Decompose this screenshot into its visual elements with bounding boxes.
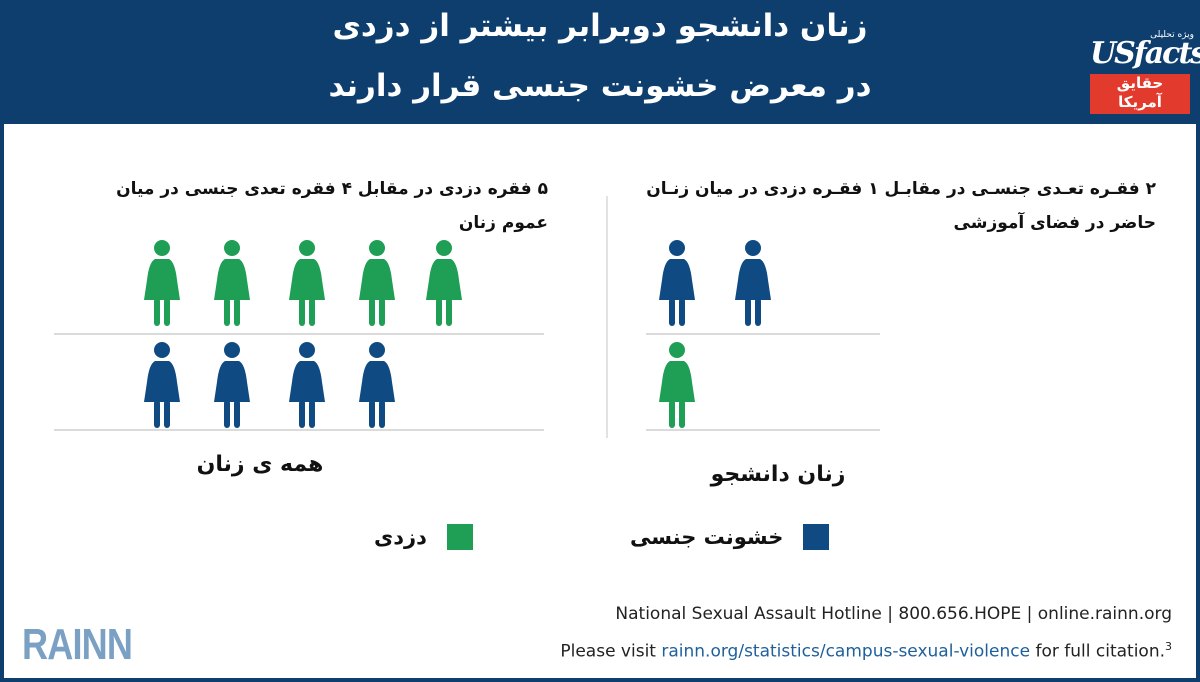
footnote-marker: 3	[1165, 640, 1172, 653]
figure-violence-student-women	[659, 240, 695, 326]
logo-box-line1: حقایق	[1116, 74, 1164, 92]
figure-violence-all-women	[289, 342, 325, 428]
group-label-student-women: زنان دانشجو	[710, 462, 846, 487]
logo-box-line2: آمریکا	[1118, 93, 1162, 111]
citation-prefix: Please visit	[560, 641, 662, 662]
hotline-text: National Sexual Assault Hotline | 800.65…	[615, 604, 1172, 624]
caption-all-women: ۵ فقره دزدی در مقابل ۴ فقره تعدی جنسی در…	[116, 179, 548, 233]
figure-theft-all-women	[144, 240, 180, 326]
legend-item-theft: دزدی	[374, 524, 473, 550]
header: زنان دانشجو دوبرابر بیشتر از دزدی در معر…	[0, 0, 1200, 124]
figure-violence-all-women	[359, 342, 395, 428]
pictogram-chart	[54, 196, 880, 438]
rainn-logo: RAINN	[22, 620, 133, 669]
legend-item-violence: خشونت جنسی	[630, 524, 830, 550]
logo-box: حقایق آمریکا	[1090, 74, 1190, 114]
legend-swatch-violence	[803, 524, 830, 550]
content-panel: ۵ فقره دزدی در مقابل ۴ فقره تعدی جنسی در…	[4, 124, 1196, 678]
citation-link[interactable]: rainn.org/statistics/campus-sexual-viole…	[661, 641, 1031, 662]
citation-text: Please visit rainn.org/statistics/campus…	[560, 640, 1172, 662]
figure-theft-all-women	[214, 240, 250, 326]
caption-student-women: ۲ فقـره تعـدی جنسـی در مقابـل ۱ فقـره دز…	[646, 179, 1156, 233]
figure-theft-all-women	[359, 240, 395, 326]
logo-tagline: ویژه تحلیلی	[1150, 30, 1194, 40]
title-line-2: در معرض خشونت جنسی قرار دارند	[328, 68, 872, 104]
figure-violence-all-women	[144, 342, 180, 428]
citation-suffix: for full citation.	[1030, 641, 1165, 662]
logo-brand: USfacts	[1090, 36, 1200, 71]
group-label-all-women: همه ی زنان	[196, 452, 324, 477]
figure-theft-all-women	[289, 240, 325, 326]
figure-theft-student-women	[659, 342, 695, 428]
figure-theft-all-women	[426, 240, 462, 326]
legend-label-theft: دزدی	[374, 525, 427, 549]
usfacts-logo: ویژه تحلیلی USfacts حقایق آمریکا	[1088, 30, 1200, 116]
legend-label-violence: خشونت جنسی	[630, 525, 784, 549]
figure-violence-all-women	[214, 342, 250, 428]
legend-swatch-theft	[446, 524, 473, 550]
title-line-1: زنان دانشجو دوبرابر بیشتر از دزدی	[332, 8, 868, 44]
figure-violence-student-women	[735, 240, 771, 326]
